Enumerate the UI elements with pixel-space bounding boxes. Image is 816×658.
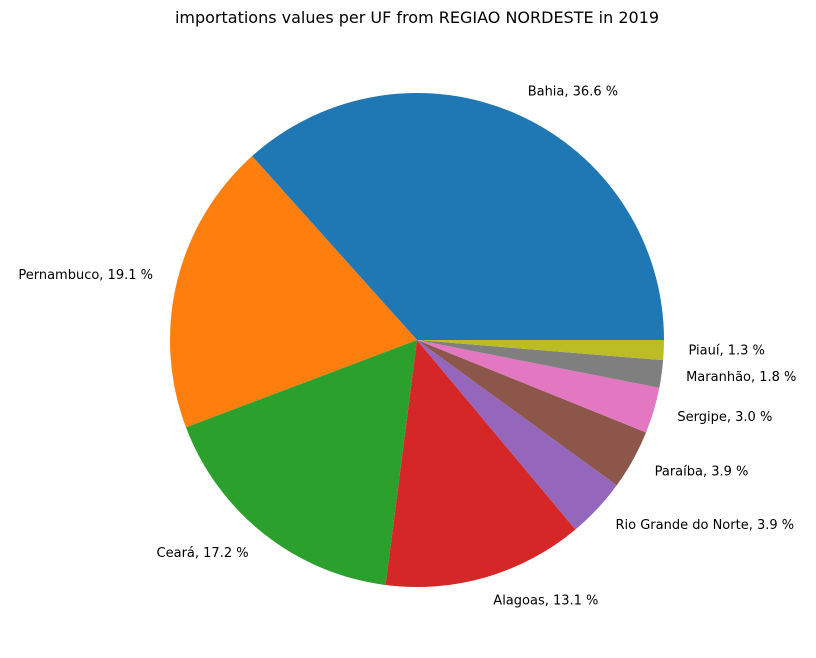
pie-slice (170, 156, 417, 428)
chart-title: importations values per UF from REGIAO N… (175, 8, 659, 27)
pie-slice (385, 340, 576, 587)
pie-slice (417, 340, 617, 530)
pie-labels: Bahia, 36.6 % Pernambuco, 19.1 % Ceará, 17… (18, 84, 796, 608)
pie-slice (185, 340, 417, 585)
pie-slice (252, 92, 664, 340)
pie-slice (417, 340, 660, 433)
pie-slice (417, 340, 647, 486)
pie-slice-label: Paraíba, 3.9 % (655, 464, 749, 479)
pie-slice-label: Sergipe, 3.0 % (677, 410, 772, 425)
pie-slice-label: Rio Grande do Norte, 3.9 % (616, 518, 795, 533)
pie-slice-label: Alagoas, 13.1 % (493, 593, 598, 608)
pie-slice-label: Maranhão, 1.8 % (686, 370, 796, 385)
pie-slice (417, 340, 664, 361)
pie-slice-label: Pernambuco, 19.1 % (18, 268, 153, 283)
pie-slice-label: Bahia, 36.6 % (528, 84, 618, 99)
pie-slice-label: Piauí, 1.3 % (689, 344, 765, 359)
pie-slice (417, 340, 664, 388)
pie-slices (170, 92, 664, 587)
pie-slice-label: Ceará, 17.2 % (157, 546, 249, 561)
